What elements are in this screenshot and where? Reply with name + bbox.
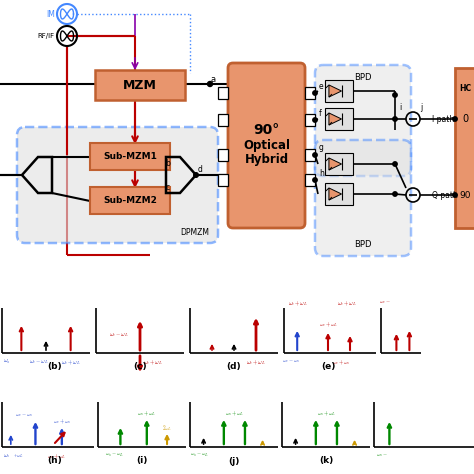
Circle shape [393, 162, 397, 166]
Text: Sub-MZM2: Sub-MZM2 [103, 196, 157, 205]
Circle shape [453, 193, 457, 197]
Text: j: j [420, 102, 422, 111]
Text: IM: IM [46, 9, 55, 18]
Circle shape [313, 91, 317, 95]
Circle shape [313, 118, 317, 122]
Text: (b): (b) [47, 363, 62, 372]
Polygon shape [329, 113, 342, 125]
Text: $\omega_c+\omega_L$: $\omega_c+\omega_L$ [288, 300, 308, 309]
Text: $\omega_c-\omega_L$: $\omega_c-\omega_L$ [29, 358, 49, 366]
FancyBboxPatch shape [315, 140, 411, 256]
Text: $\omega_c-$: $\omega_c-$ [379, 300, 391, 307]
Text: $\omega_c+\omega_L$: $\omega_c+\omega_L$ [47, 452, 66, 461]
Text: $\omega_c-\omega_s$: $\omega_c-\omega_s$ [15, 412, 33, 419]
Text: (e): (e) [321, 363, 335, 372]
Circle shape [208, 82, 212, 86]
Text: a: a [210, 74, 216, 83]
Text: $\omega_c+\omega_s$: $\omega_c+\omega_s$ [53, 418, 71, 427]
Text: $\omega_c+\omega_L$: $\omega_c+\omega_L$ [143, 358, 163, 367]
Text: $\omega_c-\omega_L$: $\omega_c-\omega_L$ [109, 331, 129, 339]
Text: (k): (k) [319, 456, 334, 465]
Text: $\omega_c+\omega_L$: $\omega_c+\omega_L$ [337, 300, 356, 309]
FancyBboxPatch shape [218, 149, 228, 161]
Text: $\omega_s+\omega_L$: $\omega_s+\omega_L$ [137, 410, 156, 419]
Text: (i): (i) [137, 456, 148, 465]
Text: $\omega_c+\omega_L$: $\omega_c+\omega_L$ [61, 358, 81, 367]
Text: i: i [399, 102, 401, 111]
Text: $+\omega_L$: $+\omega_L$ [12, 452, 24, 460]
Text: 90: 90 [459, 191, 471, 200]
Circle shape [313, 153, 317, 157]
Text: $2\omega_L$: $2\omega_L$ [162, 423, 172, 433]
Circle shape [453, 117, 457, 121]
Circle shape [393, 93, 397, 97]
Text: (d): (d) [227, 363, 241, 372]
FancyBboxPatch shape [325, 183, 353, 205]
Text: $\omega_s+\omega_L$: $\omega_s+\omega_L$ [317, 410, 336, 419]
FancyBboxPatch shape [218, 174, 228, 186]
FancyBboxPatch shape [325, 80, 353, 102]
FancyBboxPatch shape [305, 149, 315, 161]
FancyBboxPatch shape [228, 63, 305, 228]
Text: HC: HC [459, 83, 471, 92]
Text: $\omega_c-\omega_s$: $\omega_c-\omega_s$ [282, 358, 300, 365]
Text: BPD: BPD [354, 73, 372, 82]
Text: g: g [319, 144, 324, 153]
Text: BPD: BPD [354, 239, 372, 248]
Text: MZM: MZM [123, 79, 157, 91]
Circle shape [393, 192, 397, 196]
FancyBboxPatch shape [455, 68, 474, 228]
Text: $\omega_c+\omega_L$: $\omega_c+\omega_L$ [246, 358, 266, 367]
FancyBboxPatch shape [315, 65, 411, 176]
Polygon shape [329, 158, 342, 170]
Text: $\omega_s$: $\omega_s$ [2, 358, 10, 366]
Text: 0: 0 [462, 114, 468, 124]
Text: $\omega_s-$: $\omega_s-$ [376, 452, 388, 459]
Text: Sub-MZM1: Sub-MZM1 [103, 152, 157, 161]
FancyBboxPatch shape [218, 114, 228, 126]
FancyBboxPatch shape [17, 127, 218, 243]
Text: f: f [319, 109, 322, 118]
FancyBboxPatch shape [218, 87, 228, 99]
Text: b: b [165, 158, 170, 167]
Text: Q path: Q path [432, 191, 458, 200]
Text: DPMZM: DPMZM [181, 228, 210, 237]
Text: h: h [319, 168, 324, 177]
FancyBboxPatch shape [325, 153, 353, 175]
Text: Optical: Optical [243, 139, 290, 152]
Circle shape [194, 173, 198, 177]
Text: (j): (j) [229, 456, 240, 465]
FancyBboxPatch shape [305, 114, 315, 126]
Text: I path: I path [432, 115, 454, 124]
Text: d: d [198, 165, 202, 174]
Text: $\omega_c+\omega_s$: $\omega_c+\omega_s$ [332, 358, 350, 367]
Circle shape [393, 117, 397, 121]
FancyBboxPatch shape [325, 108, 353, 130]
FancyBboxPatch shape [95, 70, 185, 100]
Text: $\omega_s-\omega_L$: $\omega_s-\omega_L$ [105, 452, 124, 459]
Text: c: c [166, 182, 170, 191]
Text: $\omega_s+\omega_L$: $\omega_s+\omega_L$ [225, 410, 244, 419]
Text: $\omega_s-\omega_L$: $\omega_s-\omega_L$ [190, 452, 209, 459]
Text: Hybrid: Hybrid [245, 153, 289, 166]
Text: RF/IF: RF/IF [38, 33, 55, 39]
FancyBboxPatch shape [90, 143, 170, 170]
Text: 90°: 90° [254, 124, 280, 137]
FancyBboxPatch shape [305, 87, 315, 99]
FancyBboxPatch shape [90, 187, 170, 214]
Text: $\omega_s$: $\omega_s$ [3, 452, 10, 460]
Circle shape [313, 178, 317, 182]
Polygon shape [329, 188, 342, 200]
Polygon shape [329, 85, 342, 97]
Text: (h): (h) [47, 456, 62, 465]
FancyBboxPatch shape [305, 174, 315, 186]
Text: e: e [319, 82, 324, 91]
Text: (c): (c) [133, 363, 147, 372]
Text: $\omega_c+\omega_L$: $\omega_c+\omega_L$ [319, 320, 337, 329]
